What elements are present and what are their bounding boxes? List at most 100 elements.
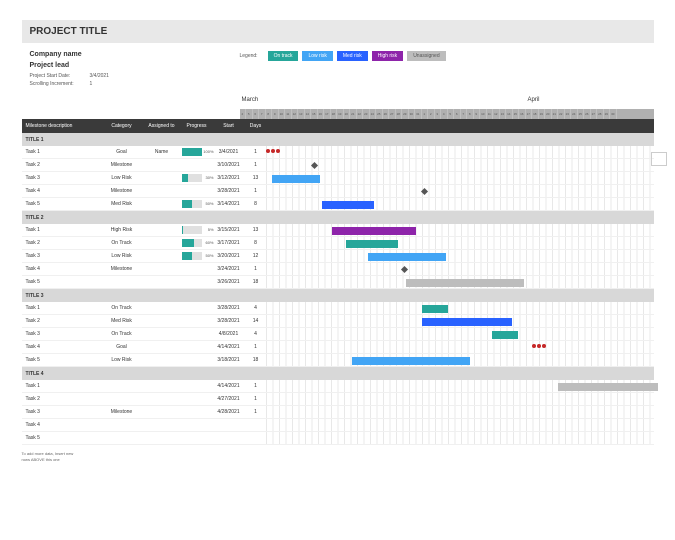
legend-label: Legend: [240, 51, 258, 59]
task-desc: Task 3 [22, 253, 102, 259]
goal-marker [266, 149, 280, 153]
legend-badge: Unassigned [407, 51, 445, 61]
section-title: TITLE 2 [22, 215, 102, 221]
section-title-row: TITLE 1 [22, 133, 654, 146]
task-desc: Task 2 [22, 162, 102, 168]
day-row: 4567891011121314151617181920212223242526… [240, 109, 654, 119]
side-box[interactable] [651, 152, 667, 166]
task-desc: Task 5 [22, 435, 102, 441]
progress-bar: 30% [182, 174, 202, 182]
section-title-row: TITLE 2 [22, 211, 654, 224]
task-start: 4/28/2021 [212, 409, 246, 415]
task-row[interactable]: Task 4Milestone3/24/20211 [22, 263, 654, 276]
task-row[interactable]: Task 1High Risk5%3/15/202113 [22, 224, 654, 237]
task-row[interactable]: Task 4Goal4/14/20211 [22, 341, 654, 354]
task-start: 4/8/2021 [212, 331, 246, 337]
gantt-bar[interactable] [368, 253, 446, 261]
task-row[interactable]: Task 5Low Risk 3/18/202118 [22, 354, 654, 367]
task-row[interactable]: Task 4Milestone3/28/20211 [22, 185, 654, 198]
task-category: Milestone [102, 409, 142, 415]
task-desc: Task 4 [22, 188, 102, 194]
task-progress: 100% [182, 148, 212, 156]
month-row: March April [240, 97, 654, 109]
section-title: TITLE 4 [22, 371, 102, 377]
task-days: 13 [246, 227, 266, 233]
gantt-bar[interactable] [332, 227, 416, 235]
task-row[interactable]: Task 2On Track60%3/17/20218 [22, 237, 654, 250]
gantt-bar[interactable] [322, 201, 374, 209]
month-2: April [526, 97, 540, 109]
task-category: On Track [102, 305, 142, 311]
milestone-marker [400, 266, 407, 273]
task-start: 3/18/2021 [212, 357, 246, 363]
gantt-bar[interactable] [406, 279, 524, 287]
task-start: 3/4/2021 [212, 149, 246, 155]
legend-badge: High risk [372, 51, 403, 61]
task-desc: Task 4 [22, 422, 102, 428]
task-category: High Risk [102, 227, 142, 233]
task-row[interactable]: Task 3On Track4/8/20214 [22, 328, 654, 341]
task-desc: Task 2 [22, 240, 102, 246]
task-days: 12 [246, 253, 266, 259]
page-title: PROJECT TITLE [22, 20, 654, 43]
task-days: 1 [246, 162, 266, 168]
task-category: Milestone [102, 162, 142, 168]
task-row[interactable]: Task 24/27/20211 [22, 393, 654, 406]
task-row[interactable]: Task 5Med Risk50%3/14/20218 [22, 198, 654, 211]
gantt-bar[interactable] [492, 331, 518, 339]
task-desc: Task 1 [22, 305, 102, 311]
task-start: 3/24/2021 [212, 266, 246, 272]
month-1: March [240, 97, 526, 109]
task-start: 3/15/2021 [212, 227, 246, 233]
task-start: 3/28/2021 [212, 318, 246, 324]
task-row[interactable]: Task 3Low Risk 50% 3/20/202112 [22, 250, 654, 263]
company-name: Company name [30, 51, 240, 58]
task-row[interactable]: Task 5 [22, 432, 654, 445]
milestone-marker [420, 188, 427, 195]
gantt-bar[interactable] [558, 383, 658, 391]
task-row[interactable]: Task 4 [22, 419, 654, 432]
task-days: 4 [246, 331, 266, 337]
task-progress: 30% [182, 174, 212, 182]
scroll-value: 1 [90, 81, 93, 87]
task-row[interactable]: Task 14/14/20211 [22, 380, 654, 393]
task-row[interactable]: Task 1GoalName100%3/4/20211 [22, 146, 654, 159]
task-desc: Task 3 [22, 175, 102, 181]
task-category: Low Risk [102, 175, 142, 181]
task-days: 18 [246, 357, 266, 363]
task-assigned: Name [142, 149, 182, 155]
task-desc: Task 1 [22, 383, 102, 389]
task-row[interactable]: Task 2Med Risk3/28/202114 [22, 315, 654, 328]
gantt-bar[interactable] [422, 305, 448, 313]
task-progress: 50% [182, 252, 212, 260]
task-start: 4/14/2021 [212, 383, 246, 389]
task-days: 1 [246, 149, 266, 155]
table-header: Milestone description Category Assigned … [22, 119, 266, 133]
task-row[interactable]: Task 3Low Risk30%3/12/202113 [22, 172, 654, 185]
task-start: 3/20/2021 [212, 253, 246, 259]
gantt-bar[interactable] [272, 175, 320, 183]
task-days: 14 [246, 318, 266, 324]
task-progress: 60% [182, 239, 212, 247]
task-progress: 50% [182, 200, 212, 208]
task-desc: Task 5 [22, 357, 102, 363]
task-row[interactable]: Task 53/26/202118 [22, 276, 654, 289]
gantt-bar[interactable] [346, 240, 398, 248]
legend-badge: Low risk [302, 51, 332, 61]
section-title: TITLE 3 [22, 293, 102, 299]
task-category: Low Risk [102, 253, 142, 259]
task-start: 3/28/2021 [212, 188, 246, 194]
gantt-bar[interactable] [352, 357, 470, 365]
task-start: 3/12/2021 [212, 175, 246, 181]
task-category: Low Risk [102, 357, 142, 363]
task-row[interactable]: Task 3Milestone4/28/20211 [22, 406, 654, 419]
task-desc: Task 1 [22, 149, 102, 155]
progress-bar: 50% [182, 252, 202, 260]
page-container: PROJECT TITLE Company name Project lead … [22, 20, 654, 462]
task-category: Goal [102, 344, 142, 350]
task-row[interactable]: Task 2Milestone3/10/20211 [22, 159, 654, 172]
scroll-label: Scrolling Increment: [30, 81, 90, 87]
gantt-bar[interactable] [422, 318, 512, 326]
task-row[interactable]: Task 1On Track3/28/20214 [22, 302, 654, 315]
task-category: Med Risk [102, 201, 142, 207]
